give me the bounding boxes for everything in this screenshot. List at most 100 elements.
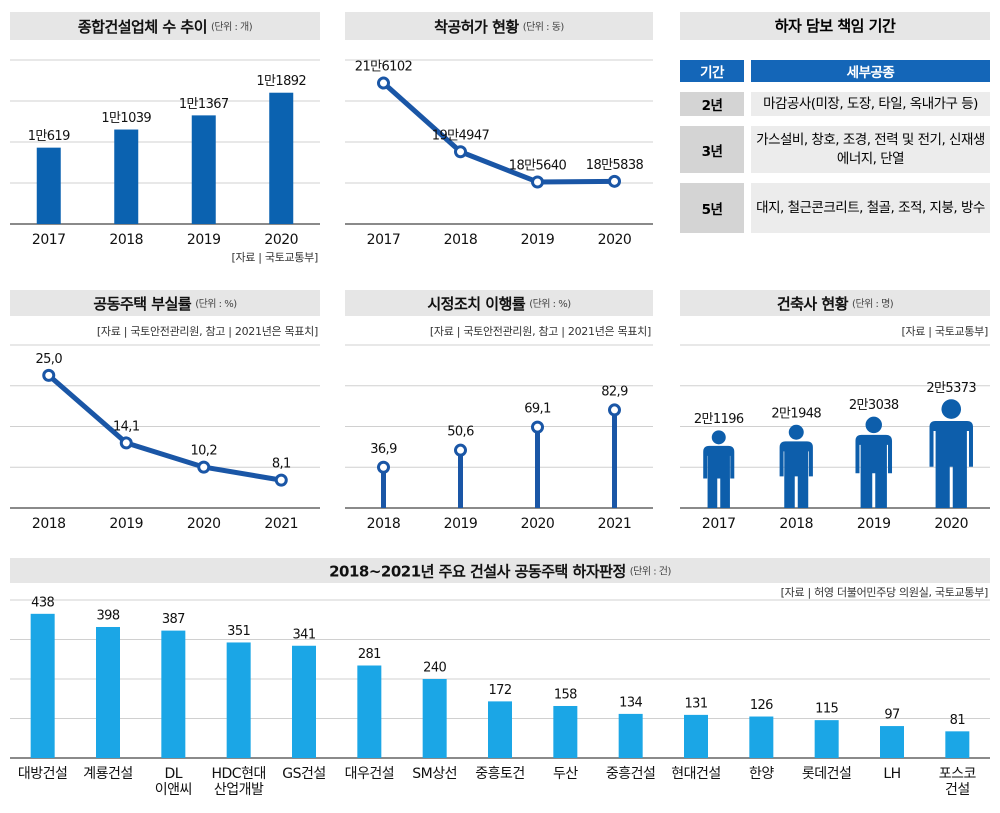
title-bar [10,290,320,316]
bar [814,720,839,758]
title-bar [680,290,990,316]
point [119,436,133,450]
x-tick-label: SM상선 [412,766,458,782]
title-text: 종합건설업체 수 추이 [78,18,207,36]
bar [880,726,904,758]
table-row: 2년 마감공사(미장, 도장, 타일, 옥내가구 등) [680,92,990,116]
header-cell: 세부공종 [751,60,990,82]
point [274,473,288,487]
x-tick-label: 2021 [264,516,299,532]
value-label: 1만1039 [101,111,151,126]
value-label: 18만5640 [509,158,567,173]
value-label: 351 [227,624,250,639]
bar [96,626,120,758]
value-label: 134 [619,695,642,710]
x-tick-label: 2017 [31,232,66,248]
x-tick-label: 2019 [186,232,221,248]
x-tick-label: 2021 [597,516,632,532]
point [454,145,467,159]
x-tick-label: 2018 [779,516,814,532]
chart-title: 시정조치 이행률 (단위 : %) [427,295,571,313]
value-label: 341 [292,627,315,642]
bar [488,701,512,758]
value-label: 36,9 [370,442,397,457]
unit-text: (단위 : %) [195,297,237,310]
bar [161,630,186,758]
bar [553,705,578,758]
person-icon [703,430,735,508]
line [47,373,282,483]
bar [684,714,708,758]
value-label: 438 [31,595,54,610]
x-tick-label: 2019 [520,232,555,248]
person-head [711,430,726,445]
bar [945,731,970,758]
warranty-table: 하자 담보 책임 기간 기간 세부공종 2년 마감공사(미장, 도장, 타일, … [680,12,990,233]
value-label: 2만5373 [926,381,976,396]
value-label: 97 [884,708,900,723]
x-tick-label: LH [883,766,901,782]
x-tick-label: 2019 [856,516,891,532]
bar [749,716,774,758]
value-label: 14,1 [113,419,140,434]
table-row: 5년 대지, 철근콘크리트, 철골, 조적, 지붕, 방수 [680,183,990,233]
title-text: 시정조치 이행률 [427,295,526,313]
x-tick-label: 2018 [366,516,401,532]
table-header: 기간 세부공종 [680,60,990,82]
table-row: 3년 가스설비, 창호, 조경, 전력 및 전기, 신재생에너지, 단열 [680,126,990,173]
source: [자료 | 허영 더불어민주당 의원실, 국토교통부] [781,586,988,599]
x-tick-label: 2020 [264,232,299,248]
lollipop [377,460,390,508]
title-text: 2018~2021년 주요 건설사 공동주택 하자판정 [329,562,626,580]
value-label: 131 [684,696,707,711]
value-label: 18만5838 [586,158,644,173]
source: [자료 | 국토안전관리원, 참고 | 2021년은 목표치] [430,325,651,338]
line [381,81,615,185]
source: [자료 | 국토안전관리원, 참고 | 2021년은 목표치] [97,325,318,338]
person-head [941,399,962,419]
head [531,420,544,434]
x-tick-label: 대방건설 [17,766,68,782]
value-label: 1만619 [28,129,70,144]
x-tick-label: 2017 [366,232,401,248]
person-body [929,421,973,508]
detail-cell: 마감공사(미장, 도장, 타일, 옥내가구 등) [751,92,990,116]
title-bar [10,558,990,583]
point [42,368,56,382]
value-label: 1만1367 [179,97,229,112]
x-tick-label: 2020 [186,516,221,532]
table-title: 하자 담보 책임 기간 [680,12,990,40]
x-tick-label: 두산 [552,766,578,782]
source: [자료 | 국토교통부] [231,251,318,264]
detail-cell: 가스설비, 창호, 조경, 전력 및 전기, 신재생에너지, 단열 [751,126,990,173]
value-label: 19만4947 [432,128,490,143]
value-label: 281 [358,647,381,662]
head [608,403,621,417]
chart-title: 착공허가 현황 (단위 : 동) [434,18,564,36]
point [531,175,544,189]
value-label: 115 [815,702,838,717]
value-label: 25,0 [35,352,62,367]
bar [269,92,294,224]
bar [618,713,643,758]
x-tick-label: GS건설 [282,766,326,782]
value-label: 126 [750,698,773,713]
source: [자료 | 국토교통부] [901,325,988,338]
value-label: 50,6 [447,425,474,440]
chart-title: 종합건설업체 수 추이 (단위 : 개) [78,18,253,36]
person-body [703,445,735,508]
unit-text: (단위 : 명) [852,297,894,310]
value-label: 8,1 [272,457,291,472]
lollipop [608,403,621,508]
value-label: 10,2 [190,444,217,459]
person-head [788,424,804,440]
value-label: 240 [423,661,446,676]
value-label: 387 [162,612,185,627]
x-tick-label: 현대건설 [671,766,721,782]
title-bar [345,290,653,316]
bar [114,129,139,224]
x-tick-label: HDC현대 산업개발 [211,766,266,798]
bar [191,115,216,224]
value-label: 158 [554,687,577,702]
